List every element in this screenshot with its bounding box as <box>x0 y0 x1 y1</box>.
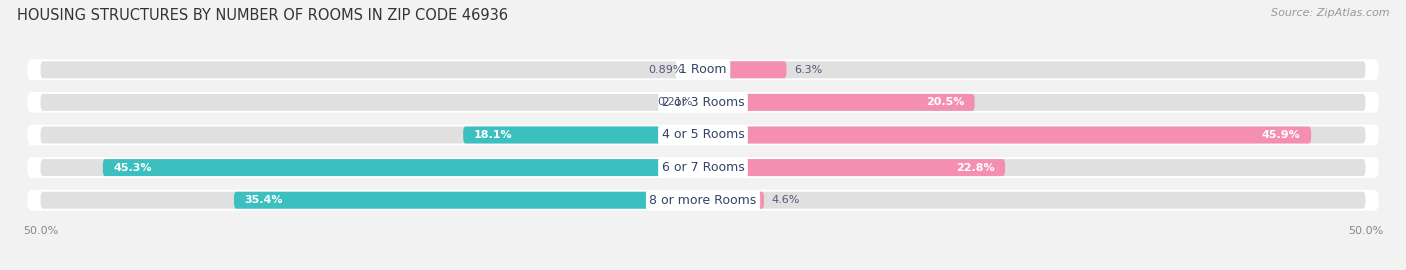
Text: HOUSING STRUCTURES BY NUMBER OF ROOMS IN ZIP CODE 46936: HOUSING STRUCTURES BY NUMBER OF ROOMS IN… <box>17 8 508 23</box>
FancyBboxPatch shape <box>41 192 1365 209</box>
FancyBboxPatch shape <box>41 61 1365 78</box>
FancyBboxPatch shape <box>463 127 703 143</box>
Text: 2 or 3 Rooms: 2 or 3 Rooms <box>662 96 744 109</box>
FancyBboxPatch shape <box>27 157 1379 178</box>
Text: 18.1%: 18.1% <box>474 130 512 140</box>
Text: 4 or 5 Rooms: 4 or 5 Rooms <box>662 129 744 141</box>
FancyBboxPatch shape <box>692 61 703 78</box>
Text: 0.21%: 0.21% <box>657 97 692 107</box>
Text: 0.89%: 0.89% <box>648 65 683 75</box>
FancyBboxPatch shape <box>703 61 786 78</box>
FancyBboxPatch shape <box>41 159 1365 176</box>
FancyBboxPatch shape <box>700 94 703 111</box>
Text: 8 or more Rooms: 8 or more Rooms <box>650 194 756 207</box>
FancyBboxPatch shape <box>233 192 703 209</box>
Text: 45.3%: 45.3% <box>114 163 152 173</box>
FancyBboxPatch shape <box>703 127 1312 143</box>
FancyBboxPatch shape <box>703 192 763 209</box>
Text: 20.5%: 20.5% <box>925 97 965 107</box>
FancyBboxPatch shape <box>41 94 1365 111</box>
FancyBboxPatch shape <box>27 124 1379 146</box>
FancyBboxPatch shape <box>27 59 1379 80</box>
FancyBboxPatch shape <box>703 94 974 111</box>
FancyBboxPatch shape <box>103 159 703 176</box>
FancyBboxPatch shape <box>27 92 1379 113</box>
Text: 35.4%: 35.4% <box>245 195 283 205</box>
Text: 6.3%: 6.3% <box>794 65 823 75</box>
Text: 22.8%: 22.8% <box>956 163 994 173</box>
Text: 1 Room: 1 Room <box>679 63 727 76</box>
Text: 4.6%: 4.6% <box>772 195 800 205</box>
Text: 6 or 7 Rooms: 6 or 7 Rooms <box>662 161 744 174</box>
FancyBboxPatch shape <box>41 127 1365 143</box>
FancyBboxPatch shape <box>27 190 1379 211</box>
Text: 45.9%: 45.9% <box>1261 130 1301 140</box>
Text: Source: ZipAtlas.com: Source: ZipAtlas.com <box>1271 8 1389 18</box>
FancyBboxPatch shape <box>703 159 1005 176</box>
